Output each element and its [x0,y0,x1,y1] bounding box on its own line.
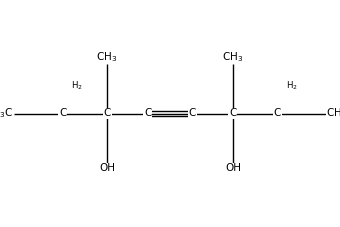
Text: C: C [188,109,196,118]
Text: CH$_3$: CH$_3$ [326,107,340,120]
Text: H$_3$C: H$_3$C [0,107,14,120]
Text: C: C [103,109,111,118]
Text: OH: OH [99,163,115,173]
Text: CH$_3$: CH$_3$ [222,50,243,64]
Text: C: C [144,109,152,118]
Text: C: C [273,109,281,118]
Text: C: C [229,109,237,118]
Text: H$_2$: H$_2$ [71,79,83,92]
Text: C: C [59,109,67,118]
Text: H$_2$: H$_2$ [286,79,298,92]
Text: OH: OH [225,163,241,173]
Text: CH$_3$: CH$_3$ [97,50,118,64]
